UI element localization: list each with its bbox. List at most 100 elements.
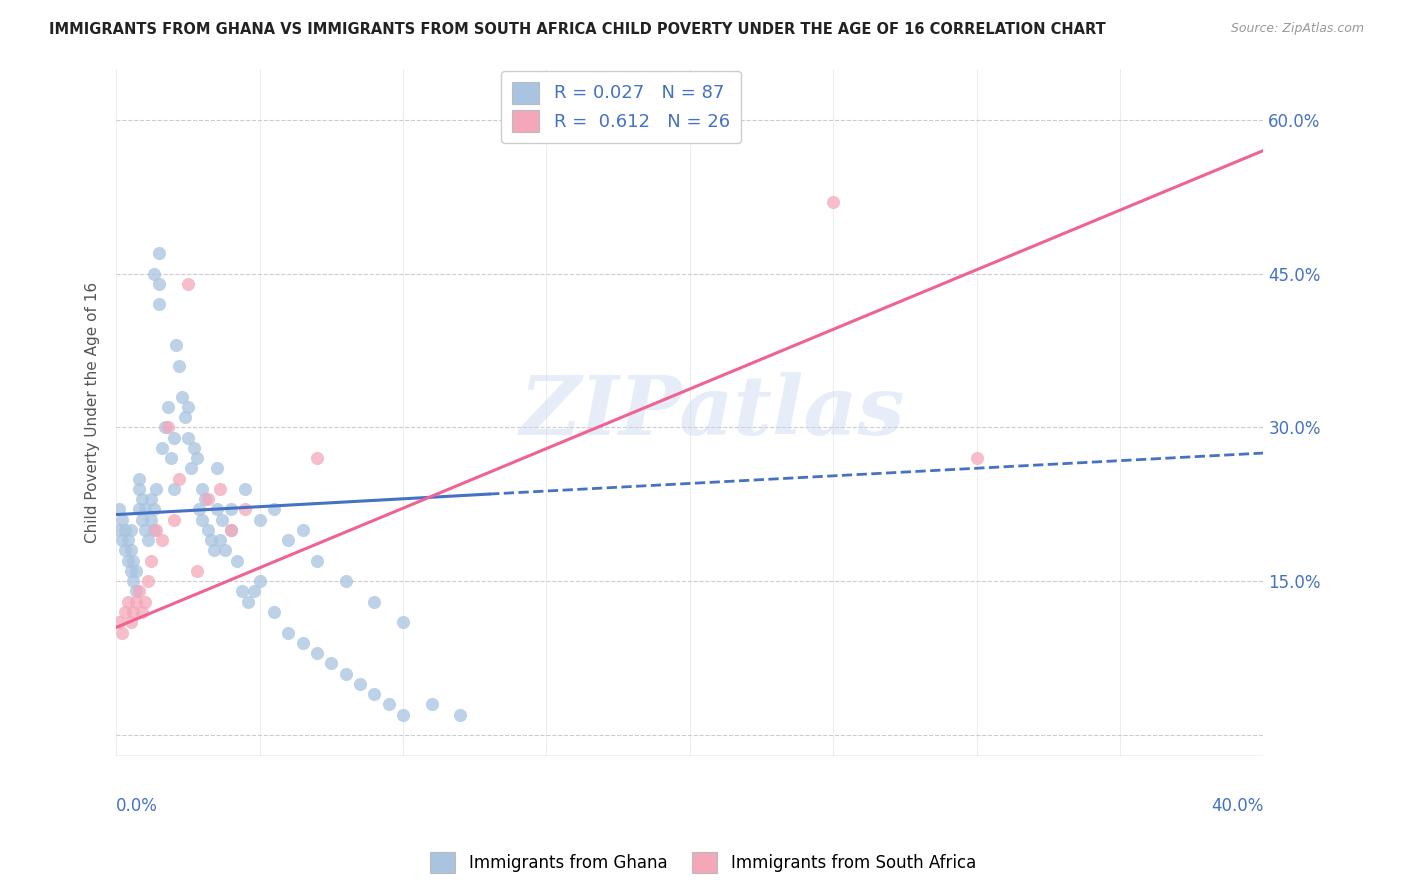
Point [128, 502, 150, 516]
Point [188, 502, 211, 516]
Point [191, 513, 214, 527]
Point [142, 502, 165, 516]
Point [117, 595, 139, 609]
Point [139, 513, 162, 527]
Point [139, 554, 162, 568]
Point [277, 625, 299, 640]
Point [277, 533, 299, 548]
Point [321, 657, 343, 671]
Point [231, 584, 253, 599]
Point [172, 390, 194, 404]
Point [966, 451, 988, 466]
Point [148, 277, 170, 291]
Point [363, 595, 385, 609]
Point [162, 482, 184, 496]
Text: Source: ZipAtlas.com: Source: ZipAtlas.com [1230, 22, 1364, 36]
Point [139, 492, 162, 507]
Point [219, 523, 242, 537]
Point [136, 574, 159, 589]
Point [145, 523, 167, 537]
Point [134, 595, 156, 609]
Point [186, 451, 208, 466]
Point [122, 574, 145, 589]
Point [134, 523, 156, 537]
Point [169, 472, 191, 486]
Point [122, 605, 145, 619]
Point [166, 338, 188, 352]
Point [200, 533, 222, 548]
Text: 40.0%: 40.0% [1211, 797, 1264, 814]
Text: ZIPatlas: ZIPatlas [520, 372, 905, 452]
Point [249, 513, 271, 527]
Point [148, 246, 170, 260]
Point [120, 615, 142, 630]
Point [108, 523, 131, 537]
Point [120, 523, 142, 537]
Point [125, 584, 148, 599]
Point [197, 492, 219, 507]
Point [208, 482, 231, 496]
Point [305, 646, 328, 660]
Point [243, 584, 266, 599]
Point [108, 615, 131, 630]
Point [214, 543, 236, 558]
Point [134, 502, 156, 516]
Point [125, 564, 148, 578]
Point [186, 564, 208, 578]
Point [148, 297, 170, 311]
Point [150, 533, 173, 548]
Point [263, 502, 285, 516]
Point [205, 502, 228, 516]
Point [177, 277, 200, 291]
Point [114, 605, 136, 619]
Point [291, 636, 314, 650]
Point [108, 502, 131, 516]
Point [194, 492, 217, 507]
Y-axis label: Child Poverty Under the Age of 16: Child Poverty Under the Age of 16 [86, 282, 100, 542]
Point [131, 492, 153, 507]
Point [111, 533, 134, 548]
Point [117, 533, 139, 548]
Point [150, 441, 173, 455]
Point [305, 554, 328, 568]
Point [162, 431, 184, 445]
Point [305, 451, 328, 466]
Point [449, 707, 471, 722]
Point [156, 420, 179, 434]
Point [153, 420, 176, 434]
Point [233, 502, 256, 516]
Point [111, 625, 134, 640]
Point [120, 543, 142, 558]
Point [177, 400, 200, 414]
Legend: Immigrants from Ghana, Immigrants from South Africa: Immigrants from Ghana, Immigrants from S… [423, 846, 983, 880]
Point [174, 410, 197, 425]
Point [335, 574, 357, 589]
Text: 0.0%: 0.0% [117, 797, 157, 814]
Point [114, 543, 136, 558]
Point [219, 502, 242, 516]
Point [136, 533, 159, 548]
Point [159, 451, 181, 466]
Point [183, 441, 205, 455]
Text: IMMIGRANTS FROM GHANA VS IMMIGRANTS FROM SOUTH AFRICA CHILD POVERTY UNDER THE AG: IMMIGRANTS FROM GHANA VS IMMIGRANTS FROM… [49, 22, 1107, 37]
Point [120, 564, 142, 578]
Point [377, 698, 399, 712]
Point [128, 482, 150, 496]
Point [122, 554, 145, 568]
Point [219, 523, 242, 537]
Point [263, 605, 285, 619]
Point [197, 523, 219, 537]
Point [114, 523, 136, 537]
Point [335, 666, 357, 681]
Point [363, 687, 385, 701]
Point [128, 584, 150, 599]
Point [156, 400, 179, 414]
Point [238, 595, 260, 609]
Point [205, 461, 228, 475]
Point [131, 605, 153, 619]
Point [128, 472, 150, 486]
Point [177, 431, 200, 445]
Point [142, 523, 165, 537]
Point [249, 574, 271, 589]
Point [125, 595, 148, 609]
